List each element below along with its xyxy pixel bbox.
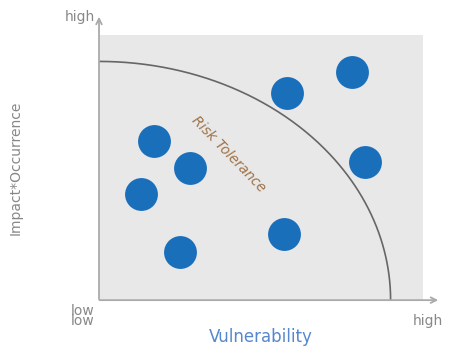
Point (361, 159, 368, 165)
Text: low: low (71, 304, 94, 318)
Point (138, 191, 145, 197)
Point (348, 69, 356, 75)
Text: Risk Tolerance: Risk Tolerance (189, 113, 268, 195)
Point (150, 138, 158, 144)
Text: Vulnerability: Vulnerability (209, 327, 313, 346)
Point (280, 231, 287, 237)
Text: Impact*Occurrence: Impact*Occurrence (9, 100, 23, 235)
Text: high: high (413, 314, 443, 328)
Text: low: low (71, 314, 94, 328)
Point (186, 165, 194, 170)
Point (176, 250, 184, 255)
Point (284, 90, 291, 96)
Text: high: high (64, 10, 94, 24)
